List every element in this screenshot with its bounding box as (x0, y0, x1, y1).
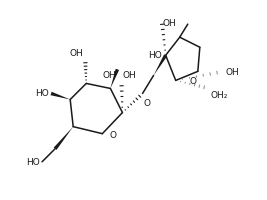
Text: HO: HO (148, 51, 162, 59)
Text: O: O (144, 99, 151, 108)
Text: HO: HO (35, 89, 49, 97)
Polygon shape (54, 127, 73, 150)
Text: OH: OH (103, 71, 116, 80)
Text: HO: HO (26, 158, 40, 166)
Polygon shape (110, 69, 119, 89)
Polygon shape (50, 92, 70, 100)
Text: OH: OH (69, 49, 83, 58)
Text: OH₂: OH₂ (211, 91, 228, 100)
Text: O: O (190, 77, 197, 86)
Text: O: O (109, 131, 116, 139)
Polygon shape (154, 55, 167, 76)
Text: OH: OH (163, 19, 176, 28)
Text: OH: OH (123, 71, 136, 80)
Text: OH: OH (226, 68, 240, 76)
